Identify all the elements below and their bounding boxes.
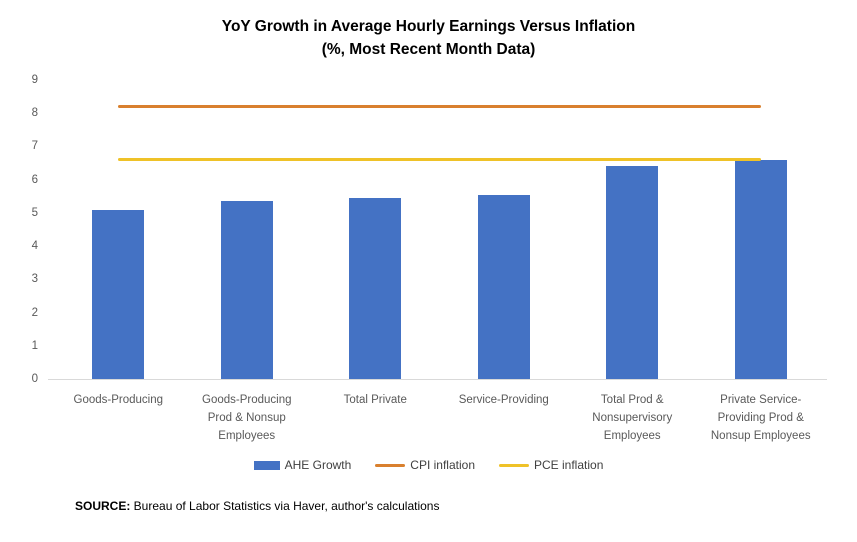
legend-label-pce-inflation: PCE inflation	[534, 458, 604, 472]
y-tick-label: 2	[31, 306, 38, 319]
legend: AHE Growth CPI inflation PCE inflation	[0, 458, 857, 472]
y-tick-label: 3	[31, 273, 38, 286]
chart-title: YoY Growth in Average Hourly Earnings Ve…	[221, 18, 636, 35]
y-tick-label: 5	[31, 206, 38, 219]
category-label-total-private: Total Private	[343, 394, 407, 406]
legend-label-cpi-inflation: CPI inflation	[410, 458, 475, 472]
category-label-private-service-providing-prod-nonsup-employees: Private Service-Providing Prod & Nonsup …	[710, 394, 811, 442]
category-label-goods-producing-prod-nonsup-employees: Goods-Producing Prod & Nonsup Employees	[202, 394, 292, 442]
pce-inflation-line	[118, 158, 761, 162]
bar-total-private	[349, 197, 402, 379]
legend-swatch-ahe-growth-rect-icon	[253, 460, 280, 470]
category-label-service-providing: Service-Providing	[458, 394, 549, 406]
source-label: SOURCE:	[75, 499, 131, 513]
legend-item-pce-inflation: PCE inflation	[499, 458, 603, 472]
category-label-total-prod-nonsupervisory-employees: Total Prod & Nonsupervisory Employees	[592, 394, 673, 442]
chart-subtitle: (%, Most Recent Month Data)	[321, 41, 536, 58]
bar-total-prod-nonsupervisory-employees	[606, 166, 659, 379]
plot-area	[54, 80, 825, 379]
y-tick-label: 7	[31, 140, 38, 153]
source-text: Bureau of Labor Statistics via Haver, au…	[130, 499, 440, 513]
chart-title-block: YoY Growth in Average Hourly Earnings Ve…	[0, 15, 857, 61]
legend-item-cpi-inflation: CPI inflation	[375, 458, 475, 472]
bar-goods-producing-prod-nonsup-employees	[220, 201, 273, 379]
legend-item-ahe-growth: AHE Growth	[253, 458, 352, 472]
y-tick-label: 0	[31, 373, 38, 385]
y-tick-label: 6	[31, 173, 38, 186]
bar-private-service-providing-prod-nonsup-employees	[734, 159, 787, 379]
legend-swatch-pce-inflation-line-icon	[499, 463, 529, 467]
category-label-goods-producing: Goods-Producing	[73, 394, 164, 406]
source-note: SOURCE: Bureau of Labor Statistics via H…	[75, 499, 439, 513]
bar-goods-producing	[92, 209, 145, 379]
x-axis-labels: Goods-Producing Goods-Producing Prod & No…	[54, 391, 825, 451]
y-tick-label: 1	[31, 339, 38, 352]
y-tick-label: 4	[31, 240, 38, 253]
y-tick-label: 9	[31, 74, 38, 86]
y-axis: 0 1 2 3 4 5 6 7 8 9	[14, 74, 38, 385]
y-tick-label: 8	[31, 107, 38, 120]
legend-swatch-cpi-inflation-line-icon	[375, 463, 406, 467]
cpi-inflation-line	[118, 105, 761, 109]
bar-service-providing	[477, 194, 530, 379]
legend-label-ahe-growth: AHE Growth	[284, 458, 352, 472]
x-axis-line	[48, 379, 827, 380]
